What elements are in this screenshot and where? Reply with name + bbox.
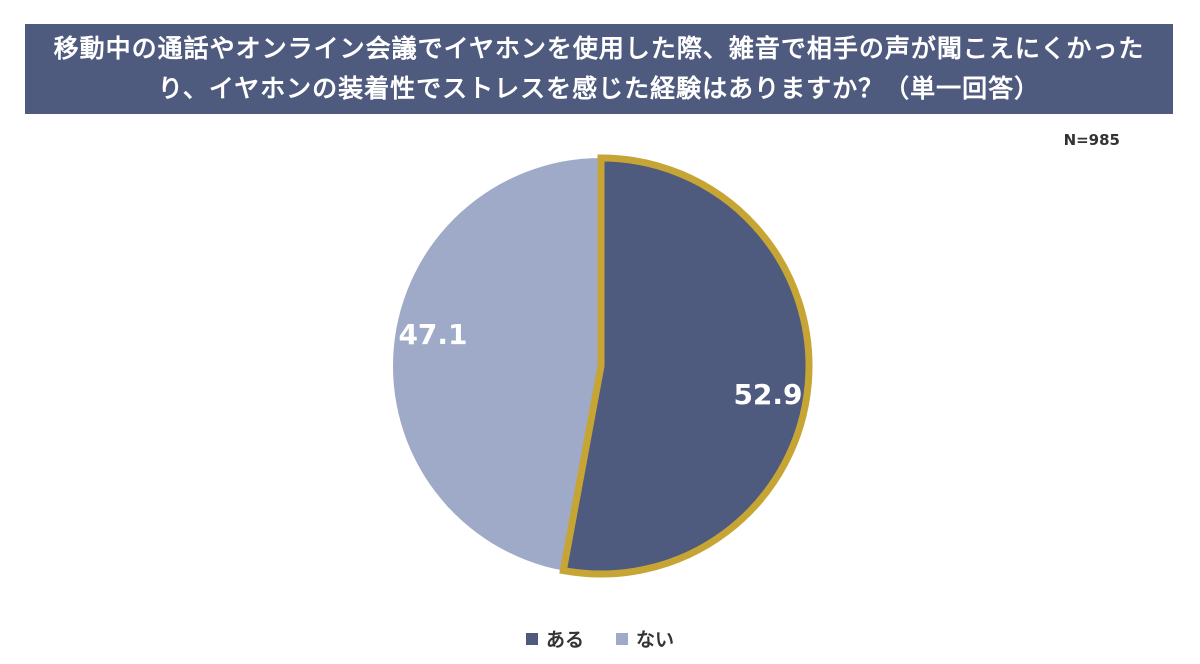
- data-label-nai: 47.1: [398, 318, 467, 351]
- legend-label-nai: ない: [636, 629, 675, 651]
- title-banner: 移動中の通話やオンライン会議でイヤホンを使用した際、雑音で相手の声が聞こえにくか…: [25, 24, 1173, 114]
- legend-swatch-aru: [525, 632, 538, 645]
- legend-item-nai: ない: [616, 625, 674, 652]
- chart-title: 移動中の通話やオンライン会議でイヤホンを使用した際、雑音で相手の声が聞こえにくか…: [53, 34, 1145, 103]
- legend: ある ない: [0, 625, 1200, 652]
- pie-slice-aru: [559, 154, 813, 578]
- pie-slice-nai: [393, 158, 601, 571]
- sample-size-label: N=985: [1063, 131, 1120, 149]
- data-label-aru: 52.9: [733, 378, 802, 411]
- legend-item-aru: ある: [525, 625, 584, 652]
- legend-swatch-nai: [616, 632, 628, 645]
- legend-label-aru: ある: [545, 629, 584, 651]
